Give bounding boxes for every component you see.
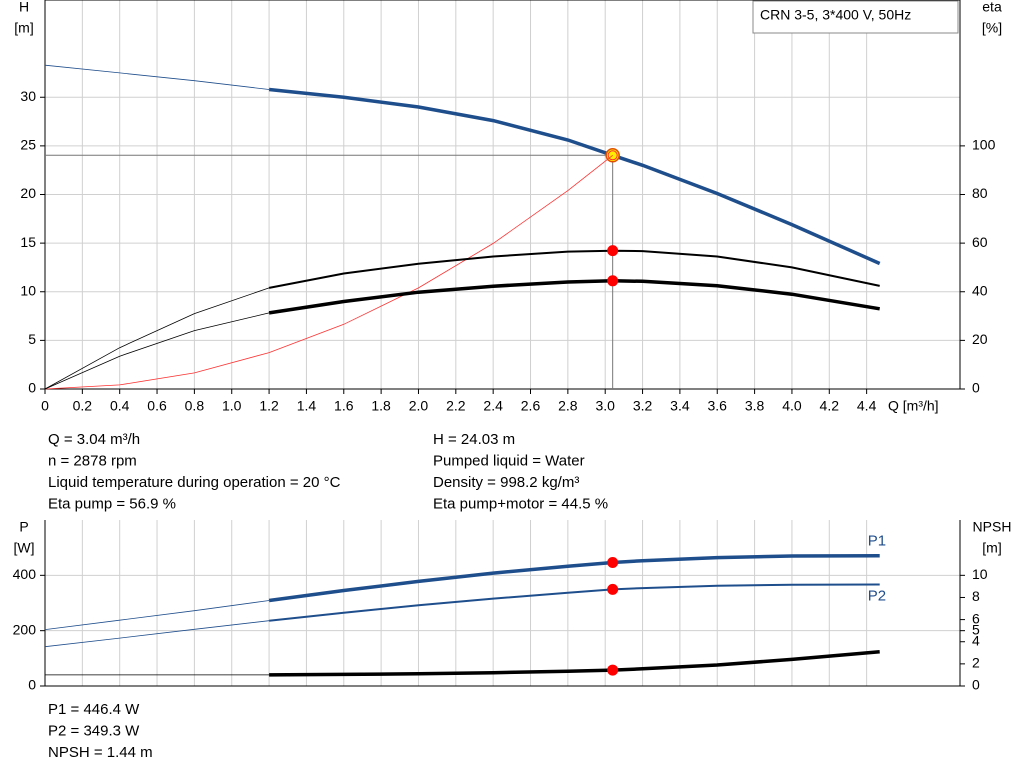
x-tick-label: 4.0 [782,398,802,414]
curve [44,64,270,90]
x-tick-label: 0.4 [110,398,130,414]
curve [268,553,880,603]
y-axis-label: [W] [14,540,35,556]
x-axis-label: Q [m³/h] [888,398,939,414]
x-tick-label: 2.6 [521,398,541,414]
info-line: P1 = 446.4 W [48,701,140,718]
x-tick-label: 3.8 [745,398,765,414]
title-box [752,0,959,34]
y2-axis-label: eta [982,0,1002,15]
info-line: n = 2878 rpm [48,452,137,469]
info-line: P2 = 349.3 W [48,722,140,739]
info-line: H = 24.03 m [433,431,515,448]
y-axis-label: H [19,0,29,15]
y-tick-label: 0 [28,380,36,396]
series-label: P2 [868,587,886,604]
curve [268,279,880,315]
duty-point [607,275,619,287]
curve [269,649,880,677]
y2-axis-label: [m] [982,540,1001,556]
x-tick-label: 4.2 [820,398,840,414]
y-tick-label: 0 [28,677,36,693]
info-line: NPSH = 1.44 m [48,744,153,761]
x-tick-label: 2.0 [409,398,429,414]
info-line: Eta pump = 56.9 % [48,495,176,512]
y2-tick-label: 40 [972,282,988,298]
y-tick-label: 15 [20,234,36,250]
y2-tick-label: 10 [972,566,988,582]
duty-point [607,245,619,257]
y-tick-label: 20 [20,185,36,201]
curve [268,249,880,289]
info-line: Density = 998.2 kg/m³ [433,474,579,491]
x-tick-label: 2.2 [446,398,466,414]
x-tick-label: 3.4 [670,398,690,414]
x-tick-label: 1.8 [371,398,391,414]
x-tick-label: 3.6 [708,398,728,414]
y-tick-label: 400 [13,566,37,582]
y2-axis-label: [%] [982,20,1002,36]
y2-tick-label: 2 [972,655,980,671]
x-tick-label: 2.4 [483,398,503,414]
curve [44,287,270,390]
info-line: Pumped liquid = Water [433,452,585,469]
curve [44,154,613,390]
y2-tick-label: 5 [972,621,980,637]
x-tick-label: 0.2 [73,398,93,414]
curve [268,583,880,622]
curve [44,312,270,390]
y2-tick-label: 80 [972,185,988,201]
y-tick-label: 200 [13,621,37,637]
y2-tick-label: 60 [972,234,988,250]
y-tick-label: 25 [20,137,36,153]
y-axis-label: P [19,519,28,535]
curve [44,620,270,648]
x-tick-label: 4.4 [857,398,877,414]
x-tick-label: 0.8 [185,398,205,414]
system-point [607,150,618,161]
y2-tick-label: 20 [972,331,988,347]
info-line: Eta pump+motor = 44.5 % [433,495,608,512]
x-tick-label: 1.4 [297,398,317,414]
x-tick-label: 1.6 [334,398,354,414]
info-line: Q = 3.04 m³/h [48,431,140,448]
y-axis-label: [m] [14,20,33,36]
duty-point [607,664,619,676]
y-tick-label: 10 [20,282,36,298]
y-tick-label: 5 [28,331,36,347]
x-tick-label: 1.2 [259,398,279,414]
chart-title: CRN 3-5, 3*400 V, 50Hz [760,7,911,23]
y2-tick-label: 0 [972,677,980,693]
curve [268,87,881,266]
y2-axis-label: NPSH [973,519,1012,535]
x-tick-label: 0.6 [147,398,167,414]
y2-tick-label: 4 [972,632,980,648]
y2-tick-label: 100 [972,137,996,153]
x-tick-label: 2.8 [558,398,578,414]
y2-tick-label: 6 [972,610,980,626]
duty-point [607,556,619,568]
y2-tick-label: 8 [972,588,980,604]
duty-point [607,583,619,595]
y-tick-label: 30 [20,88,36,104]
series-label: P1 [868,533,886,550]
x-tick-label: 0 [41,398,49,414]
y2-tick-label: 0 [972,380,980,396]
x-tick-label: 3.0 [595,398,615,414]
x-tick-label: 1.0 [222,398,242,414]
curve [44,600,270,630]
info-line: Liquid temperature during operation = 20… [48,474,341,491]
x-tick-label: 3.2 [633,398,653,414]
